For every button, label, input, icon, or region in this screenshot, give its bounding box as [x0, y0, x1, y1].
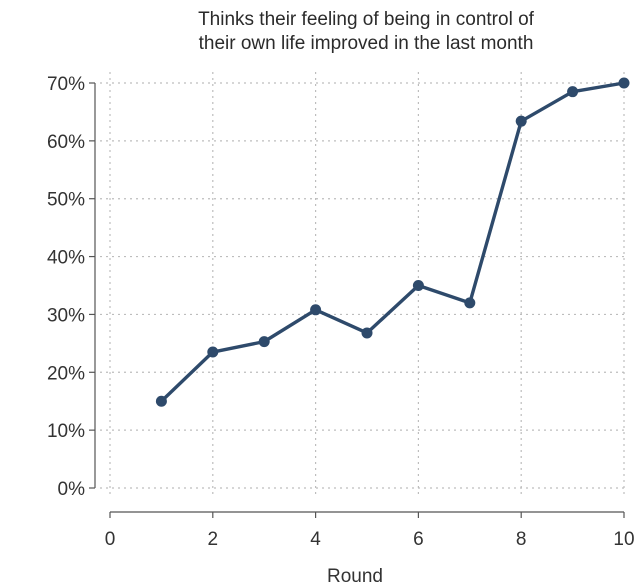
- x-tick-label-1: 2: [208, 529, 219, 550]
- x-axis-label: Round: [327, 566, 383, 587]
- data-point-2: [207, 346, 219, 358]
- y-tick-label-4: 40%: [47, 248, 85, 269]
- y-tick-label-3: 30%: [47, 305, 85, 326]
- series: [155, 77, 630, 407]
- gridlines: [100, 72, 628, 494]
- x-tick-label-4: 8: [516, 529, 527, 550]
- chart-title: Thinks their feeling of being in control…: [198, 9, 535, 54]
- data-point-10: [618, 77, 630, 89]
- axes: 0% 10% 20% 30% 40% 50% 60% 70% 0 2 4 6 8 10: [47, 74, 635, 550]
- x-tick-label-2: 4: [310, 529, 321, 550]
- data-point-3: [258, 336, 270, 348]
- x-tick-label-0: 0: [105, 529, 116, 550]
- y-tick-label-1: 10%: [47, 421, 85, 442]
- data-point-8: [515, 115, 527, 127]
- x-tick-label-5: 10: [613, 529, 634, 550]
- data-point-9: [567, 86, 579, 98]
- y-tick-label-0: 0%: [58, 479, 86, 500]
- y-tick-label-2: 20%: [47, 363, 85, 384]
- y-tick-label-6: 60%: [47, 132, 85, 153]
- data-point-4: [310, 304, 322, 316]
- x-tick-label-3: 6: [413, 529, 424, 550]
- chart-title-line-2: their own life improved in the last mont…: [199, 33, 534, 54]
- y-tick-label-5: 50%: [47, 190, 85, 211]
- data-point-7: [464, 297, 476, 309]
- data-point-6: [412, 280, 424, 291]
- y-tick-label-7: 70%: [47, 74, 85, 95]
- chart-title-line-1: Thinks their feeling of being in control…: [198, 9, 535, 30]
- data-point-5: [361, 327, 373, 339]
- data-point-1: [155, 395, 167, 407]
- series-line-0: [159, 81, 626, 403]
